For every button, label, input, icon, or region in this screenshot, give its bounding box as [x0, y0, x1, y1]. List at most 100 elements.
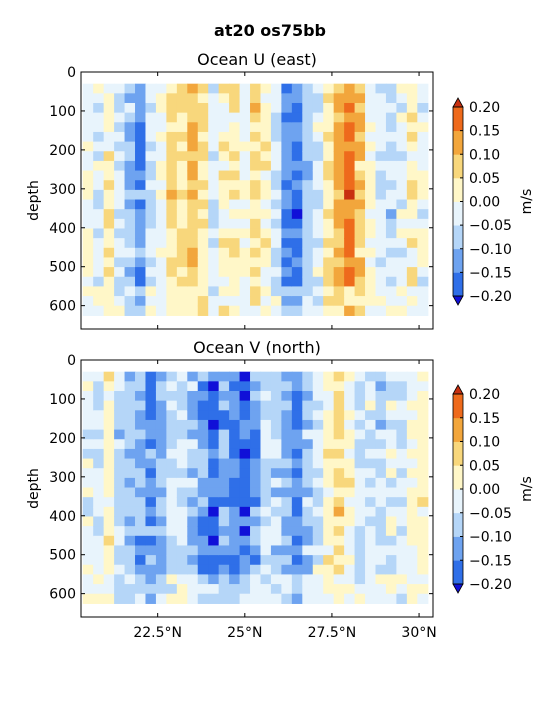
- heatmap-cell: [187, 160, 199, 172]
- heatmap-cell: [218, 410, 230, 421]
- heatmap-cell: [82, 593, 94, 604]
- colorbar-tick-label: 0.05: [469, 458, 500, 474]
- heatmap-cell: [333, 526, 345, 537]
- colorbar-tick-label: 0.20: [469, 387, 500, 403]
- heatmap-cell: [312, 390, 324, 402]
- heatmap-cell: [124, 131, 136, 143]
- heatmap-cell: [281, 410, 293, 421]
- heatmap-cell: [333, 180, 345, 191]
- heatmap-cell: [291, 199, 303, 210]
- heatmap-cell: [124, 448, 136, 460]
- heatmap-cell: [103, 564, 115, 576]
- heatmap-cell: [312, 218, 324, 230]
- heatmap-cell: [155, 429, 167, 440]
- heatmap-column: [135, 83, 147, 316]
- heatmap-cell: [114, 584, 126, 595]
- heatmap-cell: [385, 151, 398, 162]
- heatmap-cell: [281, 83, 293, 94]
- heatmap-cell: [208, 555, 220, 566]
- heatmap-cell: [396, 497, 408, 508]
- heatmap-cell: [250, 429, 262, 440]
- heatmap-cell: [176, 218, 188, 230]
- heatmap-cell: [155, 390, 167, 402]
- heatmap-cell: [218, 83, 230, 94]
- heatmap-cell: [354, 102, 366, 114]
- heatmap-cell: [176, 410, 188, 421]
- heatmap-cell: [135, 419, 147, 431]
- heatmap-cell: [82, 209, 94, 220]
- heatmap-cell: [208, 429, 220, 440]
- heatmap-cell: [281, 305, 293, 316]
- heatmap-cell: [375, 218, 387, 230]
- heatmap-cell: [323, 209, 335, 220]
- colorbar-tick-label: 0.05: [469, 171, 500, 187]
- heatmap-cell: [218, 526, 230, 537]
- heatmap-cell: [260, 180, 272, 191]
- heatmap-cell: [250, 458, 262, 469]
- heatmap-cell: [385, 170, 398, 181]
- heatmap-cell: [312, 93, 324, 104]
- heatmap-cell: [155, 83, 167, 94]
- heatmap-cell: [302, 468, 314, 479]
- heatmap-cell: [302, 93, 314, 104]
- heatmap-cell: [344, 400, 356, 411]
- heatmap-cell: [250, 439, 262, 450]
- heatmap-column: [145, 83, 157, 316]
- heatmap-cell: [82, 93, 94, 104]
- y-tick-label: 500: [49, 548, 76, 564]
- heatmap-cell: [187, 555, 199, 566]
- heatmap-cell: [145, 448, 157, 460]
- heatmap-cell: [365, 516, 377, 527]
- heatmap-cell: [396, 267, 408, 278]
- panel-title: Ocean U (east): [197, 50, 317, 69]
- heatmap-cell: [103, 468, 115, 479]
- heatmap-cell: [197, 429, 209, 440]
- heatmap-cell: [375, 228, 387, 239]
- heatmap-cell: [365, 526, 377, 537]
- heatmap-cell: [417, 238, 429, 249]
- heatmap-cell: [375, 410, 387, 421]
- heatmap-cell: [365, 112, 377, 123]
- heatmap-cell: [176, 238, 188, 249]
- heatmap-cell: [396, 228, 408, 239]
- heatmap-cell: [354, 122, 366, 133]
- heatmap-cell: [323, 141, 335, 152]
- heatmap-cell: [155, 102, 167, 114]
- heatmap-cell: [197, 410, 209, 421]
- heatmap-cell: [145, 410, 157, 421]
- heatmap-cell: [417, 400, 429, 411]
- heatmap-cell: [270, 228, 282, 239]
- heatmap-cell: [229, 180, 241, 191]
- heatmap-column: [114, 371, 126, 604]
- heatmap-cell: [344, 458, 356, 469]
- heatmap-cell: [176, 390, 188, 402]
- heatmap-cell: [82, 276, 94, 288]
- heatmap-cell: [103, 390, 115, 402]
- heatmap-cell: [208, 238, 220, 249]
- heatmap-cell: [344, 189, 356, 201]
- heatmap-cell: [218, 535, 230, 547]
- heatmap-cell: [406, 160, 418, 172]
- heatmap-cell: [82, 516, 94, 527]
- heatmap-cell: [197, 112, 209, 123]
- heatmap-cell: [229, 448, 241, 460]
- heatmap-cell: [218, 160, 230, 172]
- heatmap-cell: [208, 151, 220, 162]
- heatmap-cell: [385, 593, 398, 604]
- heatmap-cell: [197, 448, 209, 460]
- heatmap-cell: [333, 160, 345, 172]
- heatmap-cell: [218, 400, 230, 411]
- heatmap-cell: [229, 267, 241, 278]
- heatmap-cell: [344, 516, 356, 527]
- heatmap-cell: [344, 497, 356, 508]
- heatmap-cell: [291, 477, 303, 489]
- heatmap-cell: [239, 102, 251, 114]
- heatmap-cell: [281, 448, 293, 460]
- heatmap-cell: [323, 131, 335, 143]
- heatmap-cell: [93, 429, 105, 440]
- heatmap-cell: [375, 400, 387, 411]
- heatmap-cell: [208, 257, 220, 268]
- heatmap-cell: [250, 276, 262, 288]
- heatmap-cell: [135, 477, 147, 489]
- heatmap-cell: [375, 429, 387, 440]
